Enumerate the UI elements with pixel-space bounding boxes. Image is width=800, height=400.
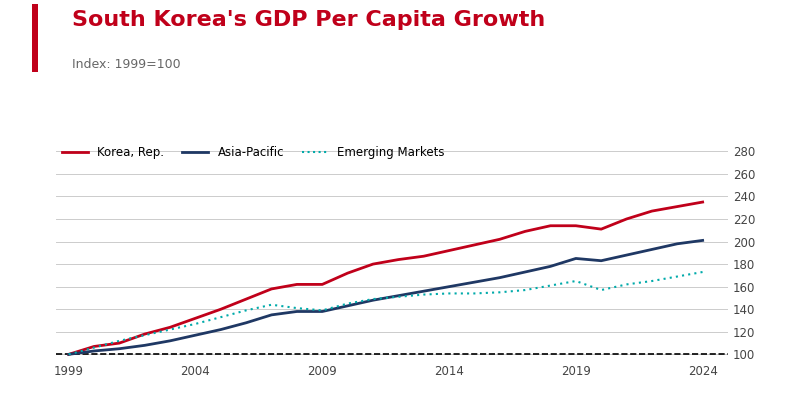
- Text: South Korea's GDP Per Capita Growth: South Korea's GDP Per Capita Growth: [72, 10, 546, 30]
- Legend: Korea, Rep., Asia-Pacific, Emerging Markets: Korea, Rep., Asia-Pacific, Emerging Mark…: [62, 146, 445, 159]
- Text: Index: 1999=100: Index: 1999=100: [72, 58, 181, 71]
